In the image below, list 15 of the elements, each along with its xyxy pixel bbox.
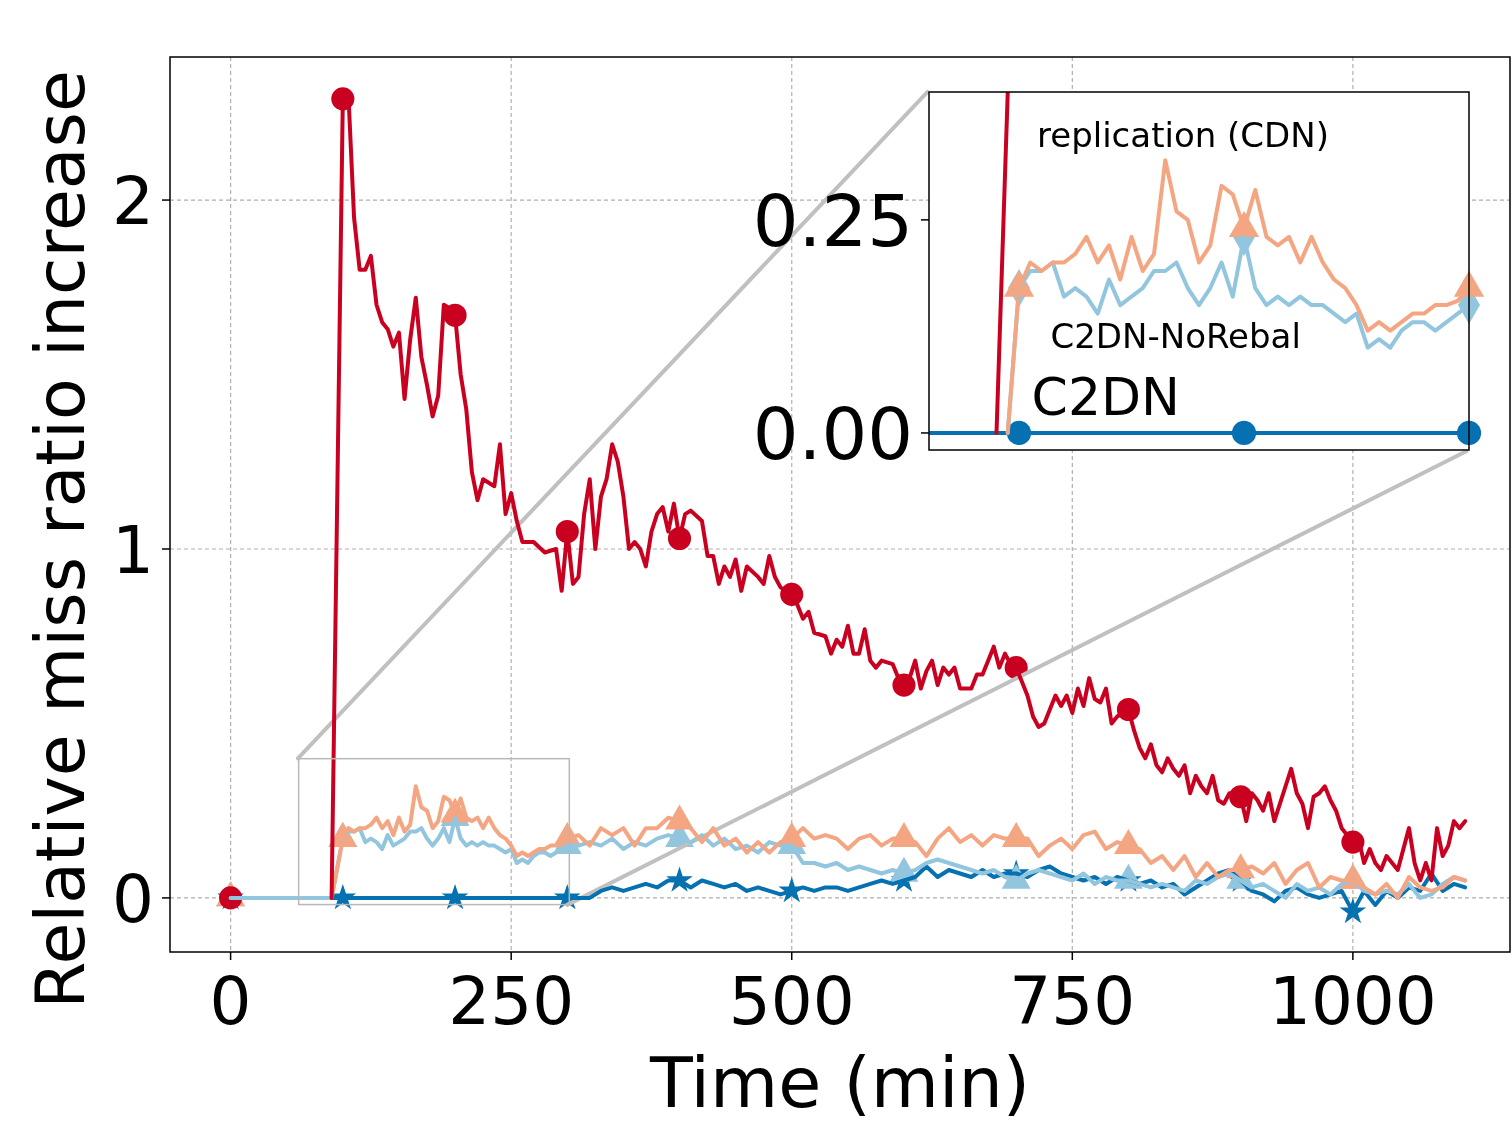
x-tick-label: 750	[1009, 963, 1136, 1040]
series-label: replication (CDN)	[1037, 115, 1329, 156]
x-tick-label: 250	[448, 963, 575, 1040]
x-tick-label: 500	[728, 963, 855, 1040]
x-tick-label: 1000	[1268, 963, 1437, 1040]
series-label: C2DN	[1031, 367, 1180, 428]
y-tick-label: 1	[112, 511, 154, 589]
y-tick-label: 2	[112, 162, 154, 240]
y-axis-title: Relative miss ratio increase	[21, 70, 100, 1009]
x-axis-title: Time (min)	[648, 1042, 1031, 1122]
series-label: C2DN-NoRebal	[1050, 315, 1301, 356]
y-tick-label: 0.00	[752, 391, 913, 476]
x-tick-label: 0	[209, 963, 252, 1040]
y-tick-label: 0	[112, 860, 154, 938]
y-tick-label: 0.25	[752, 178, 913, 263]
